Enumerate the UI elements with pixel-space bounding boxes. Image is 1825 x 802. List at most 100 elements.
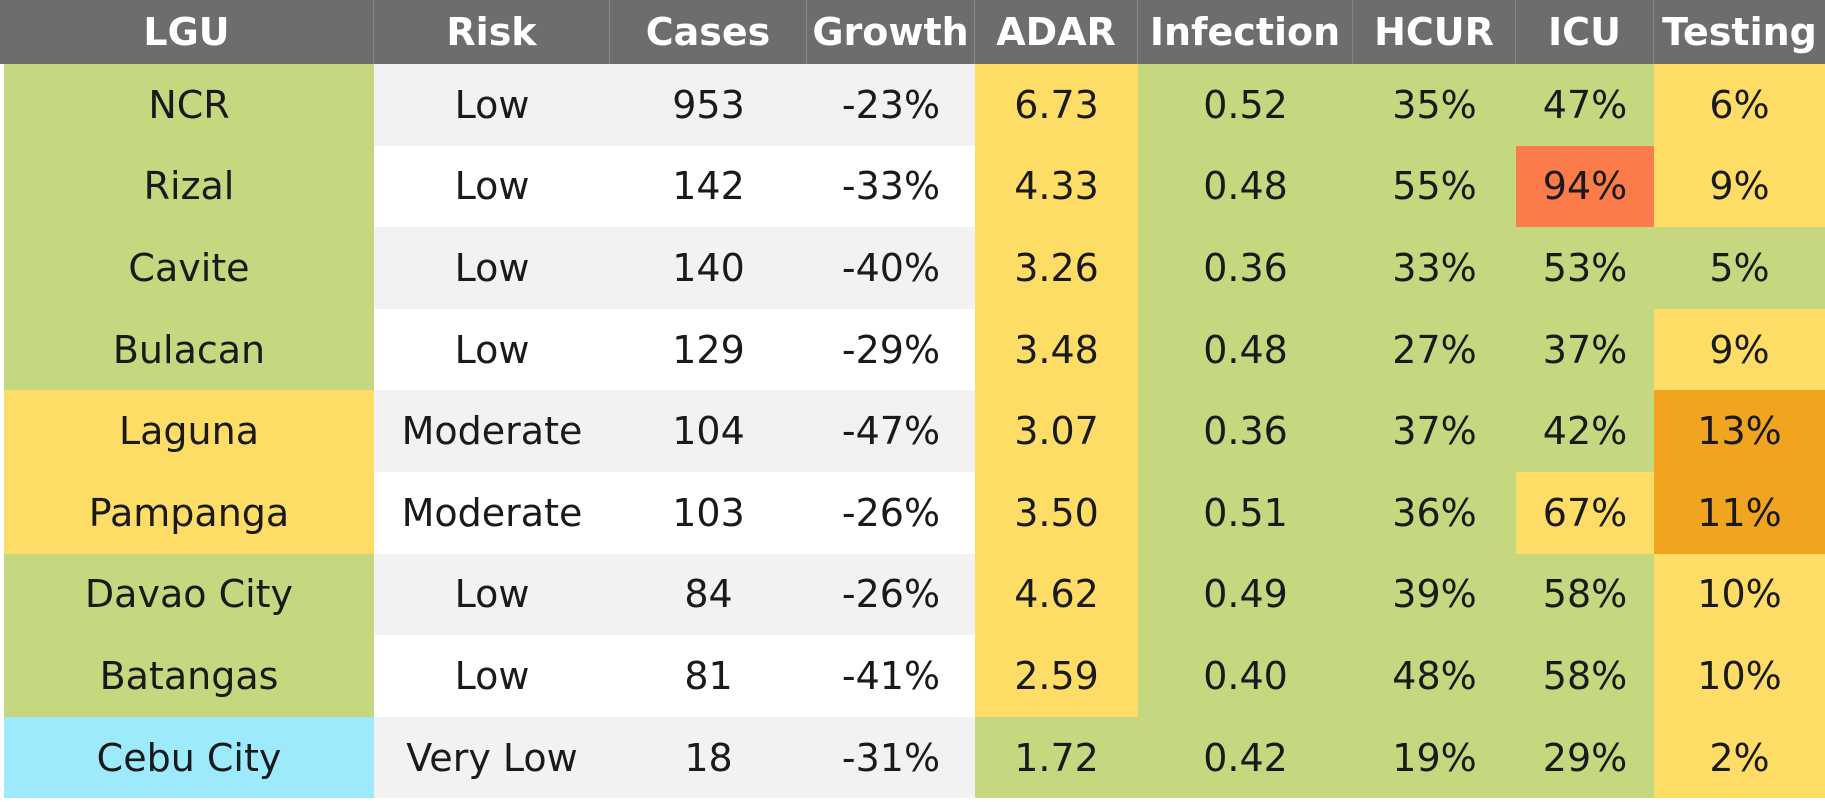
header-lgu: LGU (0, 0, 374, 64)
cell-hcur: 33% (1353, 227, 1516, 309)
cell-testing: 2% (1654, 716, 1825, 799)
cell-adar: 3.26 (975, 227, 1138, 309)
cell-risk: Low (374, 308, 610, 391)
cell-hcur: 19% (1353, 716, 1516, 799)
cell-risk: Very Low (374, 716, 610, 799)
cell-hcur: 55% (1353, 145, 1516, 228)
cell-growth: -41% (807, 635, 975, 717)
cell-infection: 0.48 (1138, 145, 1353, 228)
header-hcur: HCUR (1353, 0, 1516, 64)
cell-lgu: Laguna (0, 390, 374, 472)
table-row: Batangas Low 81 -41% 2.59 0.40 48% 58% 10% (0, 635, 1825, 717)
cell-adar: 3.50 (975, 471, 1138, 554)
cell-cases: 103 (610, 471, 807, 554)
cell-infection: 0.52 (1138, 64, 1353, 146)
table-row: Pampanga Moderate 103 -26% 3.50 0.51 36% 67% 11% (0, 471, 1825, 554)
cell-risk: Low (374, 635, 610, 717)
cell-adar: 4.62 (975, 553, 1138, 636)
table-row: Davao City Low 84 -26% 4.62 0.49 39% 58% 10% (0, 553, 1825, 636)
cell-adar: 3.48 (975, 308, 1138, 391)
cell-risk: Moderate (374, 471, 610, 554)
cell-icu: 29% (1516, 716, 1654, 799)
cell-hcur: 36% (1353, 471, 1516, 554)
cell-cases: 81 (610, 635, 807, 717)
cell-infection: 0.36 (1138, 390, 1353, 472)
cell-adar: 1.72 (975, 716, 1138, 799)
cell-infection: 0.51 (1138, 471, 1353, 554)
cell-risk: Low (374, 145, 610, 228)
cell-icu: 42% (1516, 390, 1654, 472)
table-row: Bulacan Low 129 -29% 3.48 0.48 27% 37% 9% (0, 308, 1825, 391)
cell-testing: 9% (1654, 145, 1825, 228)
cell-growth: -26% (807, 471, 975, 554)
cell-hcur: 27% (1353, 308, 1516, 391)
header-risk: Risk (374, 0, 610, 64)
cell-icu: 67% (1516, 471, 1654, 554)
cell-risk: Low (374, 553, 610, 636)
cell-lgu: Cavite (0, 227, 374, 309)
cell-icu: 37% (1516, 308, 1654, 391)
cell-risk: Low (374, 227, 610, 309)
cell-lgu: Batangas (0, 635, 374, 717)
header-growth: Growth (807, 0, 975, 64)
cell-cases: 84 (610, 553, 807, 636)
cell-cases: 129 (610, 308, 807, 391)
cell-hcur: 35% (1353, 64, 1516, 146)
cell-testing: 5% (1654, 227, 1825, 309)
cell-infection: 0.42 (1138, 716, 1353, 799)
cell-lgu: Cebu City (0, 716, 374, 799)
cell-growth: -23% (807, 64, 975, 146)
cell-infection: 0.49 (1138, 553, 1353, 636)
cell-hcur: 48% (1353, 635, 1516, 717)
cell-growth: -33% (807, 145, 975, 228)
header-infection: Infection (1138, 0, 1353, 64)
cell-icu: 94% (1516, 145, 1654, 228)
cell-lgu: Davao City (0, 553, 374, 636)
cell-cases: 18 (610, 716, 807, 799)
cell-adar: 6.73 (975, 64, 1138, 146)
cell-icu: 47% (1516, 64, 1654, 146)
cell-growth: -47% (807, 390, 975, 472)
cell-lgu: Bulacan (0, 308, 374, 391)
cell-adar: 2.59 (975, 635, 1138, 717)
cell-lgu: Pampanga (0, 471, 374, 554)
cell-infection: 0.40 (1138, 635, 1353, 717)
header-row: LGU Risk Cases Growth ADAR Infection HCUR ICU Te… (0, 0, 1825, 64)
cell-icu: 58% (1516, 635, 1654, 717)
cell-growth: -40% (807, 227, 975, 309)
table-body: NCR Low 953 -23% 6.73 0.52 35% 47% 6% Rizal Low 142… (0, 64, 1825, 799)
header-testing: Testing (1662, 10, 1817, 54)
cell-icu: 58% (1516, 553, 1654, 636)
cell-testing: 10% (1654, 635, 1825, 717)
cell-infection: 0.48 (1138, 308, 1353, 391)
header-cases: Cases (610, 0, 807, 64)
cell-hcur: 39% (1353, 553, 1516, 636)
header-icu: ICU (1516, 0, 1654, 64)
cell-risk: Low (374, 64, 610, 146)
cell-growth: -26% (807, 553, 975, 636)
cell-cases: 142 (610, 145, 807, 228)
cell-cases: 104 (610, 390, 807, 472)
table-row: Rizal Low 142 -33% 4.33 0.48 55% 94% 9% (0, 145, 1825, 228)
table-row: Cebu City Very Low 18 -31% 1.72 0.42 19% 29% 2% (0, 716, 1825, 799)
table-row: NCR Low 953 -23% 6.73 0.52 35% 47% 6% (0, 64, 1825, 146)
cell-hcur: 37% (1353, 390, 1516, 472)
cell-lgu: Rizal (0, 145, 374, 228)
cell-cases: 140 (610, 227, 807, 309)
table-row: Laguna Moderate 104 -47% 3.07 0.36 37% 42% 13% (0, 390, 1825, 472)
cell-lgu: NCR (0, 64, 374, 146)
cell-growth: -29% (807, 308, 975, 391)
cell-risk: Moderate (374, 390, 610, 472)
table-row: Cavite Low 140 -40% 3.26 0.36 33% 53% 5% (0, 227, 1825, 309)
cell-adar: 3.07 (975, 390, 1138, 472)
cell-infection: 0.36 (1138, 227, 1353, 309)
cell-testing: 6% (1654, 64, 1825, 146)
cell-adar: 4.33 (975, 145, 1138, 228)
header-adar: ADAR (975, 0, 1138, 64)
cell-testing: 9% (1654, 308, 1825, 391)
cell-testing: 11% (1654, 471, 1825, 554)
cell-cases: 953 (610, 64, 807, 146)
cell-icu: 53% (1516, 227, 1654, 309)
cell-testing: 10% (1654, 553, 1825, 636)
